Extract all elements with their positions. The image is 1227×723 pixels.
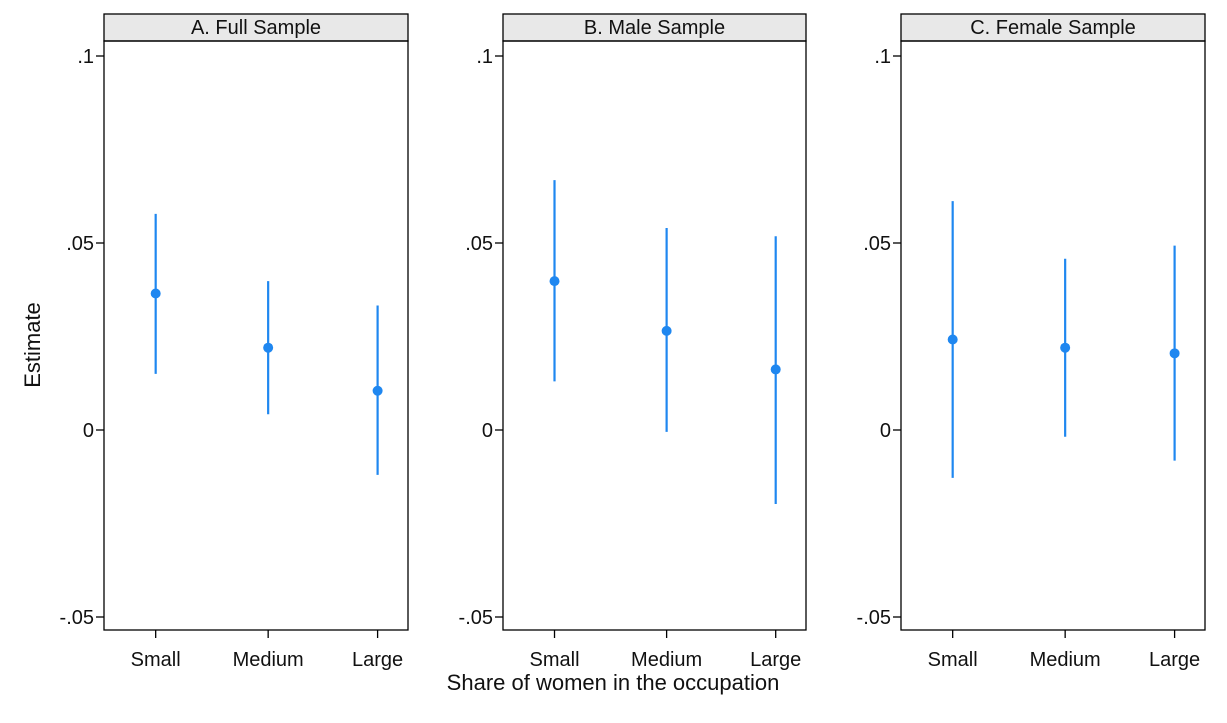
panel-2: C. Female Sample -.05 0 .05 .1 Small Medium Lar… — [857, 13, 1206, 671]
panel-0: A. Full Sample -.05 0 .05 .1 Small Medium Large — [60, 13, 409, 671]
panel-title: C. Female Sample — [970, 17, 1136, 39]
y-axis-title: Estimate — [20, 302, 45, 388]
point-estimate-marker — [263, 342, 274, 353]
x-tick-label: Medium — [631, 649, 702, 671]
y-tick-label: -.05 — [459, 607, 493, 629]
y-tick-label: 0 — [880, 420, 891, 442]
y-tick-label: .1 — [77, 46, 94, 68]
y-tick-label: 0 — [482, 420, 493, 442]
point-estimate-marker — [947, 334, 958, 345]
x-axis-title: Share of women in the occupation — [447, 670, 780, 695]
x-tick-label: Small — [928, 649, 978, 671]
plot-frame — [103, 40, 409, 631]
point-estimate-marker — [549, 276, 560, 287]
panel-1: B. Male Sample -.05 0 .05 .1 Small Medium Large — [459, 13, 807, 671]
point-estimate-marker — [661, 325, 672, 336]
y-tick-label: 0 — [83, 420, 94, 442]
panel-title: B. Male Sample — [584, 17, 725, 39]
point-estimate-marker — [770, 364, 781, 375]
plot-frame — [900, 40, 1206, 631]
y-tick-label: .1 — [476, 46, 493, 68]
x-tick-label: Small — [530, 649, 580, 671]
y-tick-label: -.05 — [60, 607, 94, 629]
x-tick-label: Small — [131, 649, 181, 671]
point-estimate-marker — [150, 288, 161, 299]
x-tick-label: Medium — [1030, 649, 1101, 671]
plot-frame — [502, 40, 807, 631]
panel-title-strip — [502, 13, 807, 42]
point-estimate-marker — [1169, 348, 1180, 359]
y-tick-label: .05 — [465, 233, 493, 255]
point-estimate-marker — [1060, 342, 1071, 353]
y-tick-label: .05 — [66, 233, 94, 255]
panels-group: A. Full Sample -.05 0 .05 .1 Small Medium Large… — [60, 13, 1206, 671]
y-tick-label: -.05 — [857, 607, 891, 629]
x-tick-label: Large — [352, 649, 403, 671]
y-tick-label: .05 — [863, 233, 891, 255]
x-tick-label: Large — [750, 649, 801, 671]
panel-title: A. Full Sample — [191, 17, 321, 39]
panel-title-strip — [900, 13, 1206, 42]
x-tick-label: Large — [1149, 649, 1200, 671]
y-tick-label: .1 — [874, 46, 891, 68]
x-tick-label: Medium — [233, 649, 304, 671]
point-estimate-marker — [372, 385, 383, 396]
panel-title-strip — [103, 13, 409, 42]
